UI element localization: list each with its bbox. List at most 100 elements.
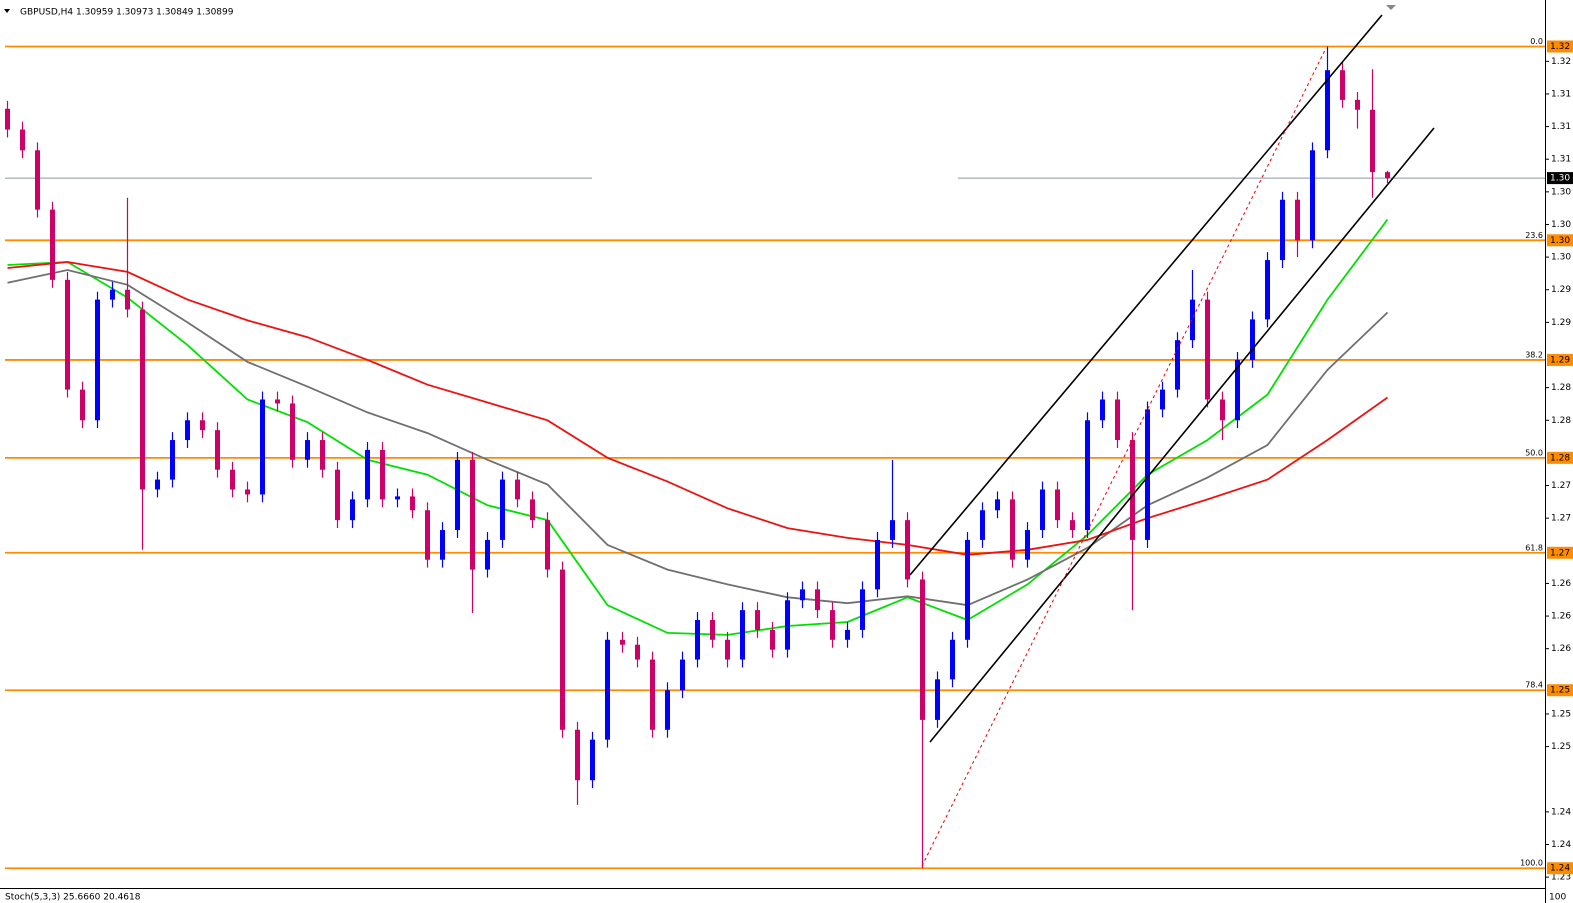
candle-body (1340, 70, 1345, 100)
candle-body (260, 399, 265, 495)
candle-body (440, 530, 445, 560)
price-tag-label: 1.27 (1550, 548, 1570, 558)
candle-body (320, 440, 325, 470)
candle-body (710, 620, 715, 640)
candle-body (1160, 389, 1165, 410)
candle-body (470, 459, 475, 570)
fib-label: 61.8 (1525, 543, 1543, 552)
candle-body (1385, 172, 1390, 179)
candle-body (545, 520, 550, 570)
candle-body (935, 679, 940, 720)
candle-body (1100, 399, 1105, 421)
candle-body (830, 610, 835, 640)
drawings (909, 14, 1435, 867)
candle-body (485, 539, 490, 570)
candle-body (1235, 359, 1240, 421)
y-tick-label: 1.28 (1551, 383, 1571, 393)
candle-body (350, 499, 355, 521)
candle-body (1355, 99, 1360, 110)
candle-body (695, 620, 700, 660)
fib-label: 0.0 (1530, 37, 1543, 46)
candle-body (5, 108, 10, 130)
indicator-scale: 100 (1549, 893, 1566, 903)
price-tag-label: 1.25 (1550, 686, 1570, 696)
candle-body (950, 639, 955, 680)
candle-body (1295, 199, 1300, 241)
y-tick-label: 1.31 (1551, 122, 1571, 132)
y-tick-label: 1.30 (1551, 187, 1571, 197)
y-tick-label: 1.24 (1551, 840, 1571, 850)
candle-body (1025, 530, 1030, 560)
channel-lower (929, 127, 1435, 743)
candle-body (1070, 520, 1075, 531)
candle-body (995, 499, 1000, 511)
candle-body (1205, 299, 1210, 400)
candle-body (80, 389, 85, 421)
fib-label: 50.0 (1525, 448, 1543, 457)
candle-body (305, 440, 310, 460)
candle-body (230, 469, 235, 490)
candle-body (185, 420, 190, 441)
price-tag-label: 1.24 (1550, 864, 1570, 874)
candle-body (140, 309, 145, 490)
candle-body (1250, 319, 1255, 360)
price-tag (1547, 684, 1573, 697)
candle-body (965, 539, 970, 640)
candle-body (65, 279, 70, 390)
candle-body (1220, 399, 1225, 421)
candle-body (980, 510, 985, 540)
candle-body (455, 459, 460, 531)
price-tag-label: 1.32 (1550, 42, 1570, 52)
candle-body (740, 610, 745, 660)
candle-body (755, 610, 760, 630)
indicator-label: Stoch(5,3,3) 25.6660 20.4618 (5, 893, 141, 903)
candle-body (1115, 399, 1120, 441)
candle-body (860, 589, 865, 630)
y-tick-label: 1.24 (1551, 807, 1571, 817)
candle-body (200, 420, 205, 431)
candle-body (725, 639, 730, 660)
candle-body (365, 449, 370, 500)
moving-average (7, 269, 1389, 607)
candle-body (1310, 150, 1315, 241)
candle-body (35, 150, 40, 210)
price-tag (1547, 451, 1573, 464)
price-tag (1547, 546, 1573, 559)
candle-body (1055, 489, 1060, 521)
candle-body (1175, 340, 1180, 390)
y-tick-label: 1.25 (1551, 742, 1571, 752)
candle-body (1010, 499, 1015, 560)
y-tick-label: 1.26 (1551, 644, 1571, 654)
candle-body (410, 496, 415, 511)
candle-body (635, 644, 640, 660)
candle-body (1190, 299, 1195, 341)
price-tag-label: 1.30 (1550, 236, 1570, 246)
candle-body (380, 449, 385, 500)
candle-body (110, 289, 115, 300)
candle-body (560, 569, 565, 730)
candle-body (1130, 440, 1135, 540)
channel-upper (909, 14, 1383, 576)
candle-body (215, 430, 220, 470)
candle-body (425, 510, 430, 560)
candle-body (875, 539, 880, 590)
candle-body (395, 496, 400, 500)
candle-body (335, 469, 340, 521)
price-tag (1547, 234, 1573, 247)
moving-average (7, 261, 1389, 556)
price-tag (1547, 40, 1573, 53)
candle-body (275, 399, 280, 404)
fib-label: 100.0 (1520, 859, 1543, 868)
fib-label: 78.4 (1525, 681, 1543, 690)
candle-body (245, 489, 250, 495)
candle-body (500, 479, 505, 540)
candle-body (1145, 409, 1150, 540)
candle-body (1325, 70, 1330, 151)
y-tick-label: 1.29 (1551, 318, 1571, 328)
candle-body (1370, 109, 1375, 173)
candle-body (125, 289, 130, 310)
price-tag (1547, 353, 1573, 366)
candle-body (650, 659, 655, 730)
